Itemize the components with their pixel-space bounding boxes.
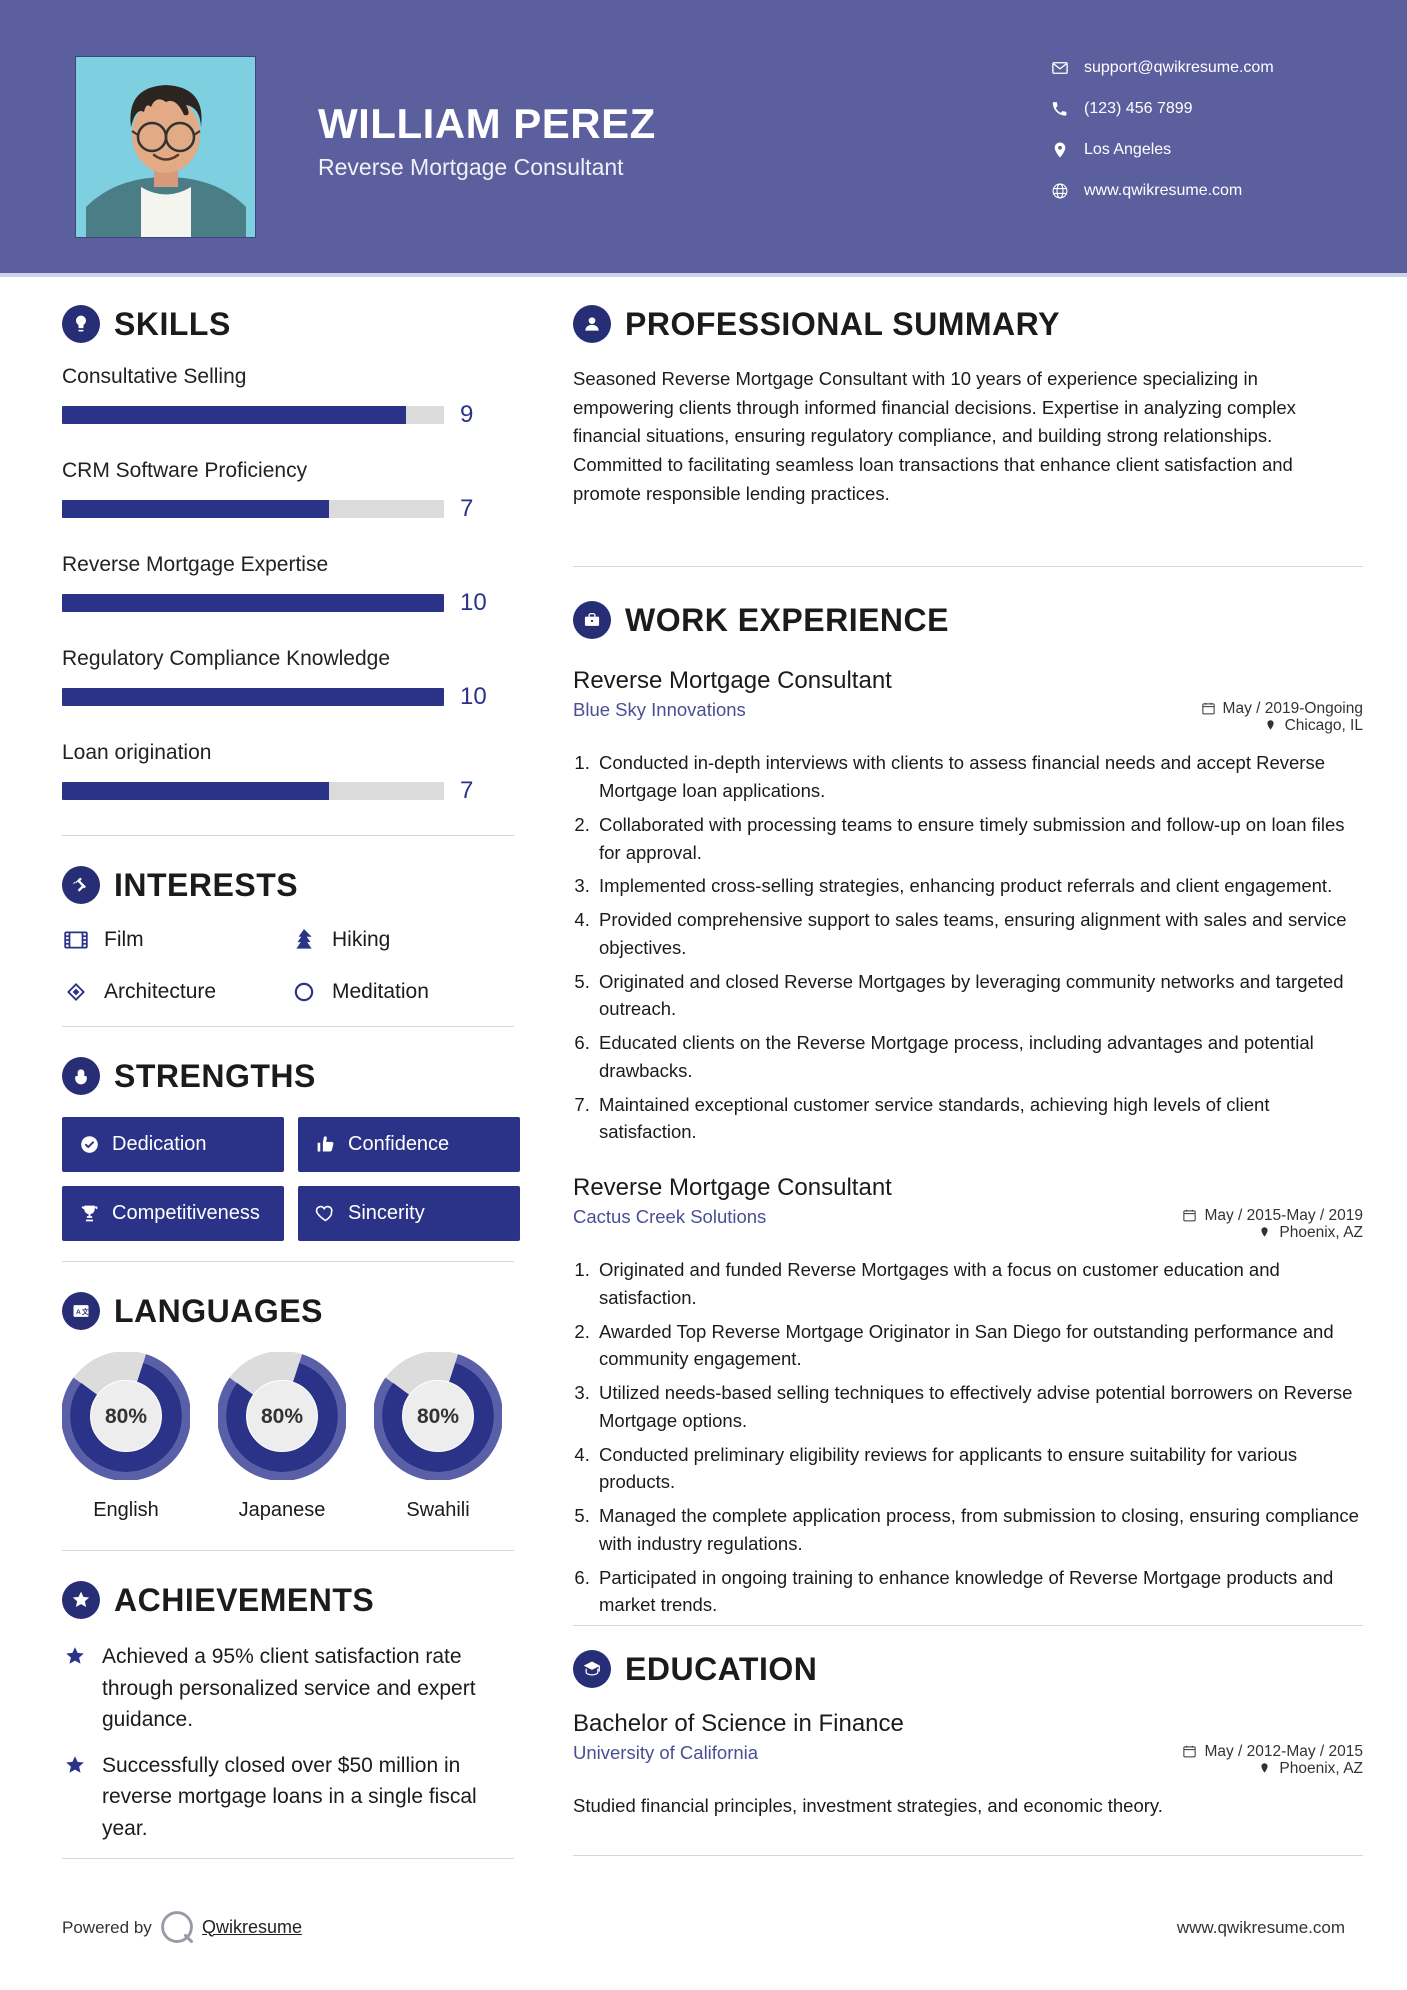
svg-text:80%: 80% bbox=[417, 1405, 459, 1428]
svg-text:80%: 80% bbox=[105, 1405, 147, 1428]
svg-text:A: A bbox=[76, 1309, 81, 1316]
svg-text:文: 文 bbox=[82, 1307, 89, 1316]
svg-text:80%: 80% bbox=[261, 1405, 303, 1428]
